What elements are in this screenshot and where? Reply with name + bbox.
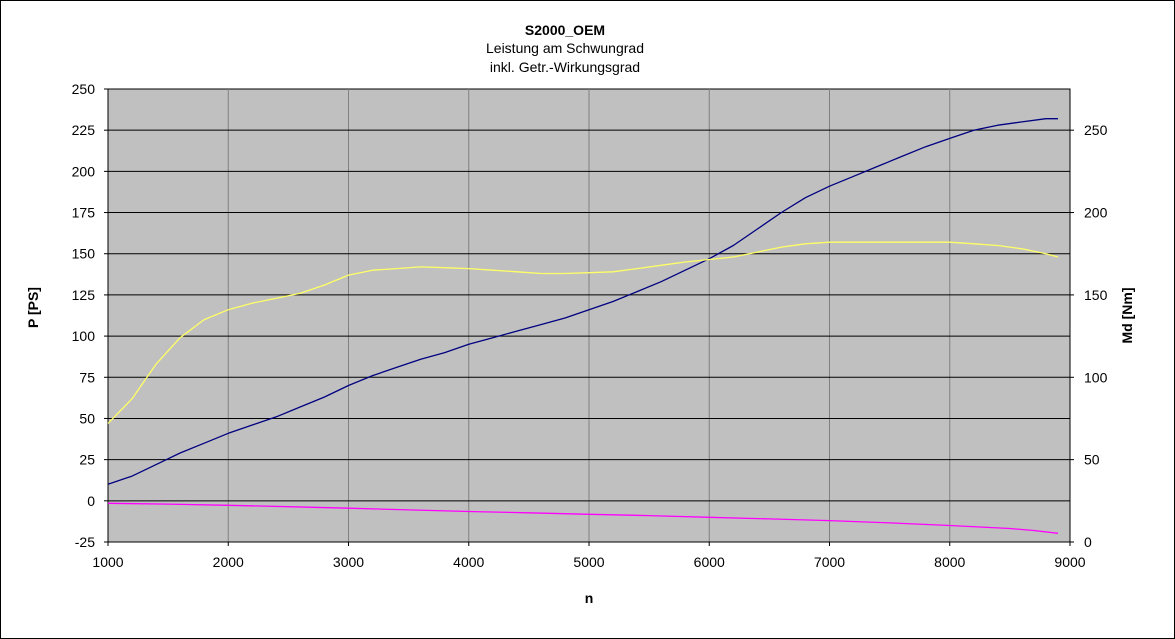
- x-tick-label: 6000: [694, 554, 725, 570]
- series-line-power: [107, 118, 1058, 485]
- chart-subtitle-line-1: Leistung am Schwungrad: [486, 40, 644, 56]
- y-left-tick-label: 225: [72, 122, 96, 138]
- x-tick-label: 9000: [1054, 554, 1085, 570]
- series-line-loss: [107, 502, 1059, 534]
- y-left-tick-label: 250: [72, 81, 96, 97]
- x-tick-label: 1000: [92, 554, 123, 570]
- x-tick-label: 3000: [333, 554, 364, 570]
- y-left-tick-label: 175: [72, 205, 96, 221]
- y-left-tick-label: 200: [72, 163, 96, 179]
- chart-title: S2000_OEM: [524, 22, 606, 38]
- x-tick-label: 8000: [934, 554, 965, 570]
- y-right-tick-label: 50: [1084, 452, 1100, 468]
- y-left-tick-label: -25: [75, 534, 95, 550]
- y-left-tick-label: 0: [87, 493, 95, 509]
- x-tick-label: 7000: [814, 554, 845, 570]
- y-left-tick-label: 150: [72, 246, 96, 262]
- y-left-tick-label: 25: [79, 452, 95, 468]
- x-tick-label: 4000: [453, 554, 484, 570]
- y-left-tick-label: 75: [79, 369, 95, 385]
- y-left-tick-label: 125: [72, 287, 96, 303]
- chart-subtitle-line-2: inkl. Getr.-Wirkungsgrad: [489, 59, 641, 75]
- y-left-axis-title: P [PS]: [25, 287, 41, 328]
- y-left-tick-label: 50: [79, 410, 95, 426]
- y-left-tick-label: 100: [72, 328, 96, 344]
- y-right-tick-label: 100: [1084, 369, 1108, 385]
- y-right-axis-title: Md [Nm]: [1119, 288, 1135, 344]
- x-axis-title: n: [585, 590, 594, 606]
- y-right-tick-label: 150: [1084, 287, 1108, 303]
- x-tick-label: 2000: [213, 554, 244, 570]
- x-tick-label: 5000: [573, 554, 604, 570]
- y-right-tick-label: 200: [1084, 205, 1108, 221]
- y-right-tick-label: 250: [1084, 122, 1108, 138]
- y-right-tick-label: 0: [1084, 534, 1092, 550]
- series-line-torque: [107, 241, 1059, 424]
